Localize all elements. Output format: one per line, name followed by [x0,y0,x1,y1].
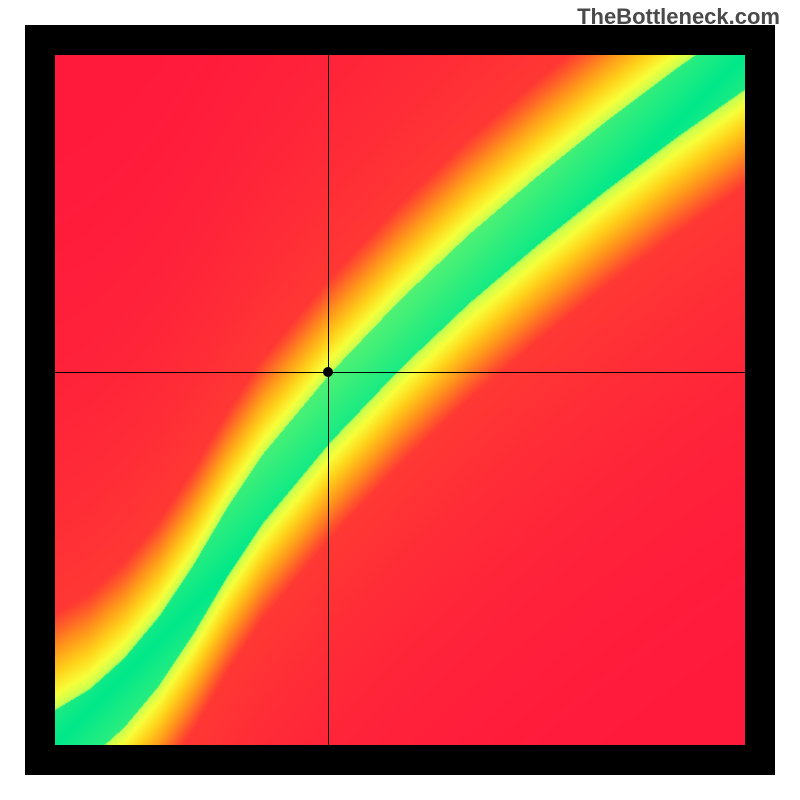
attribution-text: TheBottleneck.com [577,4,780,30]
crosshair-vertical [328,55,329,745]
plot-black-frame [25,25,775,775]
selection-marker-dot [323,367,333,377]
crosshair-horizontal [55,372,745,373]
chart-container: TheBottleneck.com [0,0,800,800]
bottleneck-heatmap [55,55,745,745]
